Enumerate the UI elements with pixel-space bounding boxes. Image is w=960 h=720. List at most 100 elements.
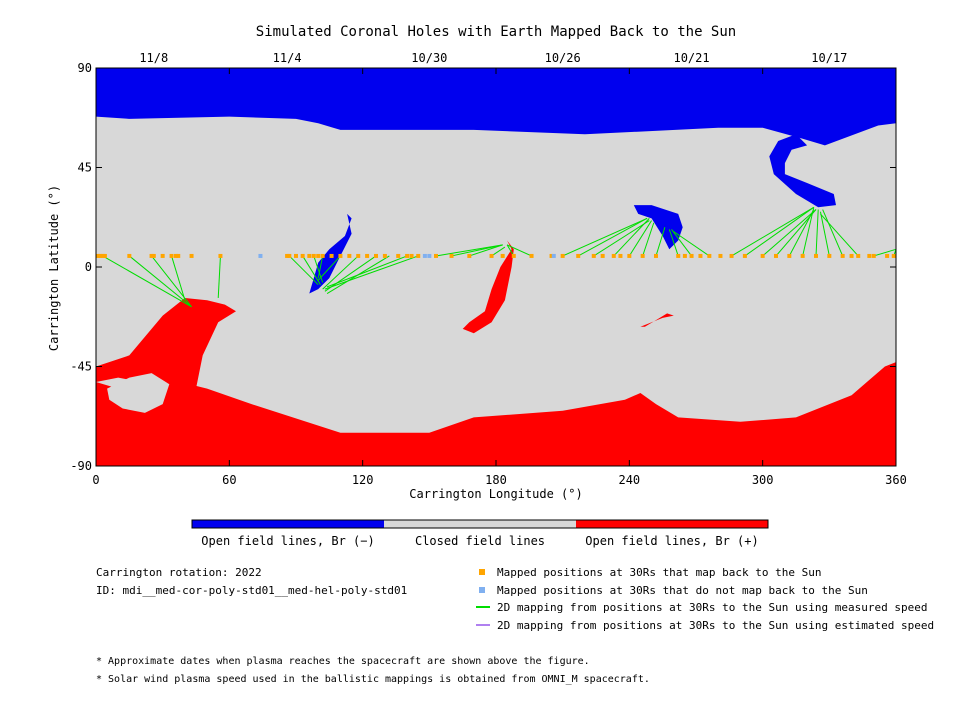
top-date-3: 10/26 [545, 51, 581, 65]
mapped-point-14 [287, 253, 292, 258]
y-tick-label-3: -45 [70, 360, 92, 374]
mapped-point-18 [311, 253, 316, 258]
mapping-line-15 [435, 244, 503, 257]
colorbar-frame [191, 519, 769, 529]
mapping-line-30 [673, 231, 710, 257]
mapped-point-22 [338, 253, 343, 258]
legend-mapped-label: Mapped positions at 30Rs that map back t… [497, 566, 822, 579]
mapped-point-16 [300, 253, 305, 258]
mapped-point-35 [489, 253, 494, 258]
mapped-point-58 [774, 253, 778, 258]
mapped-point-60 [800, 253, 805, 258]
negative-hole-1 [633, 205, 683, 250]
mapped-point-61 [814, 253, 818, 258]
mapped-point-1 [98, 253, 103, 258]
positive-hole-1 [640, 313, 674, 327]
mapping-line-41 [873, 248, 897, 257]
mapping-line-0 [102, 255, 192, 308]
mapping-line-1 [129, 255, 192, 308]
mapped-point-32 [434, 253, 438, 258]
colorbar-negative [192, 520, 384, 528]
north-polar-negative-hole [96, 68, 896, 146]
x-tick-label-6: 360 [885, 473, 907, 487]
field-regions [96, 68, 896, 466]
mapped-point-6 [151, 253, 156, 258]
mapped-point-51 [689, 253, 694, 258]
mapped-point-62 [827, 253, 832, 258]
mapping-lines [102, 206, 897, 308]
mapping-line-39 [822, 209, 844, 257]
mapping-line-16 [451, 244, 503, 257]
mapping-line-27 [655, 227, 666, 257]
y-axis-label: Carrington Latitude (°) [47, 185, 61, 351]
mapped-point-8 [169, 253, 174, 258]
mapping-line-13 [326, 255, 408, 288]
positive-hole-0 [462, 240, 514, 334]
colorbar: Open field lines, Br (−) Closed field li… [191, 519, 769, 548]
mapping-line-25 [628, 220, 652, 257]
top-date-0: 11/8 [139, 51, 168, 65]
mapping-line-31 [731, 206, 815, 257]
legend-mapped-square-icon [479, 569, 485, 575]
south-polar-positive-hole [96, 362, 896, 466]
mapped-point-39 [549, 253, 554, 258]
x-tick-label-4: 240 [618, 473, 640, 487]
north-negative-extension [769, 134, 836, 208]
axes: 0 60 120 180 240 300 360 90 45 0 -45 -90 [70, 61, 907, 487]
mapped-point-33 [449, 253, 454, 258]
mapped-point-67 [871, 253, 876, 258]
mapped-point-25 [365, 253, 370, 258]
mapping-line-38 [819, 211, 830, 257]
mapped-point-21 [329, 253, 334, 258]
mapped-point-11 [189, 253, 194, 258]
mapped-point-7 [160, 253, 165, 258]
legend-measured-label: 2D mapping from positions at 30Rs to the… [497, 601, 928, 614]
x-tick-label-1: 60 [222, 473, 236, 487]
mapped-point-23 [347, 253, 352, 258]
mapped-point-57 [760, 253, 765, 258]
mapped-point-5 [149, 253, 154, 258]
mapped-point-56 [742, 253, 747, 258]
mapped-point-69 [891, 253, 896, 258]
mapped-point-29 [405, 253, 410, 258]
carrington-rotation: Carrington rotation: 2022 [96, 566, 262, 579]
y-tick-label-1: 45 [78, 161, 92, 175]
mapping-line-18 [491, 246, 506, 257]
mapped-point-36 [500, 253, 505, 258]
mapped-point-49 [676, 253, 681, 258]
mapping-line-7 [313, 255, 324, 283]
mapped-point-37 [511, 253, 516, 258]
x-tick-label-5: 300 [752, 473, 774, 487]
mapped-point-43 [600, 253, 605, 258]
mapped-point-55 [729, 253, 734, 258]
mapped-point-13 [285, 253, 290, 258]
mapped-point-3 [102, 253, 107, 258]
y-tick-label-4: -90 [70, 459, 92, 473]
mapping-line-9 [317, 255, 341, 281]
footnote-speed: * Solar wind plasma speed used in the ba… [96, 674, 650, 685]
mapped-point-41 [576, 253, 581, 258]
mapped-point-53 [707, 253, 712, 258]
mapped-point-66 [867, 253, 872, 258]
top-date-5: 10/17 [811, 51, 847, 65]
colorbar-label-negative: Open field lines, Br (−) [201, 534, 374, 548]
mapped-point-47 [640, 253, 645, 258]
mapped-point-20 [320, 253, 325, 258]
y-tick-label-2: 0 [85, 260, 92, 274]
colorbar-closed [384, 520, 576, 528]
mapped-point-63 [840, 253, 845, 258]
mapping-line-26 [642, 222, 655, 257]
mapped-point-40 [560, 253, 565, 258]
mapped-point-38 [529, 253, 534, 258]
mapping-line-4 [217, 255, 221, 298]
mapping-line-28 [668, 229, 679, 257]
mapping-line-22 [577, 217, 648, 257]
x-tick-label-3: 180 [485, 473, 507, 487]
mapped-point-34 [467, 253, 472, 258]
mapping-line-23 [593, 220, 650, 257]
colorbar-label-closed: Closed field lines [415, 534, 545, 548]
mapped-point-15 [294, 253, 298, 258]
mapping-line-36 [802, 207, 815, 257]
mapped-point-9 [174, 253, 178, 258]
mapped-point-31 [416, 253, 421, 258]
